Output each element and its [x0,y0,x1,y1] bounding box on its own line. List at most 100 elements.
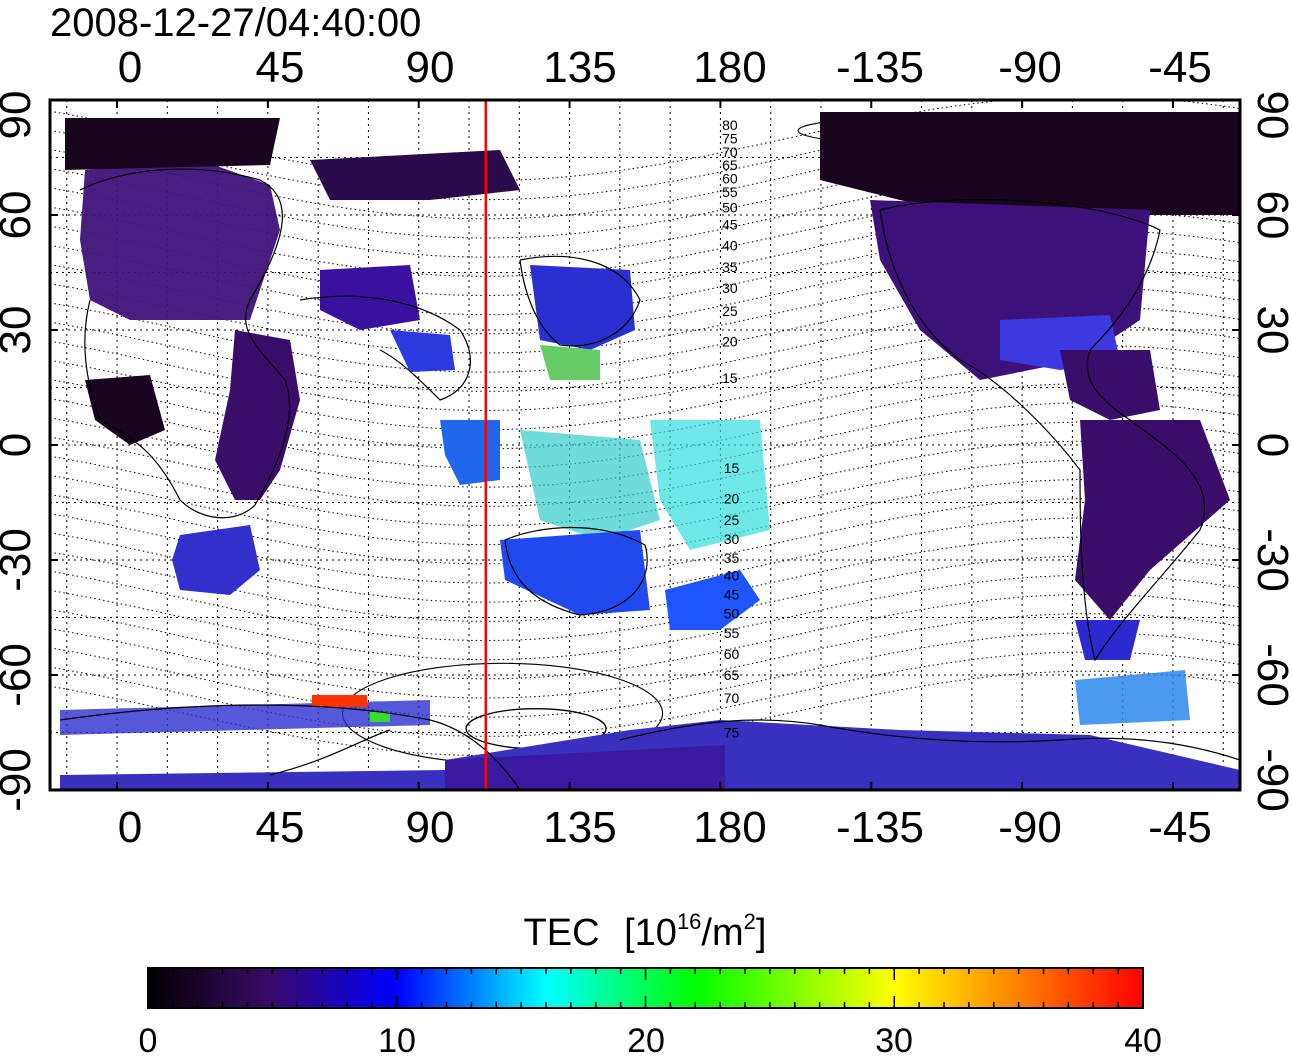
left-lat-tick: 60 [0,191,40,240]
colorbar-tick: 0 [139,1022,158,1057]
tec-patch-south-asia [390,330,455,372]
colorbar-unit-suffix: ] [756,912,767,954]
tec-patch-drake-passage [1075,670,1190,725]
mlat-label-north: 45 [722,217,738,233]
mlat-label-south: 25 [724,512,740,528]
right-lat-tick: -30 [1248,528,1292,592]
left-lat-tick: -60 [0,643,40,707]
tec-hotspot-green [370,712,390,722]
axis-tick-marks [50,99,1240,791]
top-lon-tick: 180 [693,43,766,92]
tec-patch-new-zealand [665,570,760,630]
mlat-contour [50,268,1240,354]
top-lon-tick: -135 [836,43,924,92]
bottom-lon-tick: -90 [998,803,1062,852]
mlat-label-north: 80 [722,117,738,133]
tec-patch-pacific [650,420,770,550]
colorbar-tick: 10 [378,1022,416,1057]
mlat-label-south: 20 [724,491,740,507]
left-lat-tick: 30 [0,306,40,355]
right-lat-tick: -60 [1248,643,1292,707]
magnetic-latitude-labels: 8075706560555045403530252015152025303540… [722,117,739,741]
bottom-lon-tick: -135 [836,803,924,852]
top-lon-tick: 135 [543,43,616,92]
bottom-lon-tick: -45 [1148,803,1212,852]
tec-patch-patagonia [1075,620,1140,660]
mlat-label-south: 15 [724,460,740,476]
bottom-lon-tick: 45 [256,803,305,852]
mlat-label-south: 55 [724,625,740,641]
tec-data-patches [60,112,1240,790]
mlat-contour [50,555,1240,642]
bottom-longitude-axis: 0 45 90 135 180 -135 -90 -45 [118,803,1212,852]
left-lat-tick: -30 [0,528,40,592]
colorbar-tick: 20 [627,1022,665,1057]
tec-patch-south-africa [172,525,260,595]
mlat-label-south: 40 [724,567,740,583]
mlat-contour [50,632,1240,718]
mlat-label-north: 35 [722,259,738,275]
mlat-label-south: 70 [724,690,740,706]
tec-patch-east-asia [530,265,635,350]
right-lat-tick: 60 [1248,191,1292,240]
mlat-label-north: 60 [722,171,738,187]
colorbar-tick: 40 [1124,1022,1162,1057]
right-lat-tick: 90 [1248,91,1292,140]
colorbar-title: TEC [1016/m2] [524,909,767,954]
colorbar-unit-exp1: 16 [677,909,701,934]
mlat-contour [50,536,1240,622]
mlat-label-north: 25 [722,303,738,319]
top-lon-tick: -90 [998,43,1062,92]
mlat-label-south: 35 [724,550,740,566]
top-lon-tick: -45 [1148,43,1212,92]
bottom-lon-tick: 180 [693,803,766,852]
mlat-contour [50,459,1240,546]
mlat-label-north: 55 [722,184,738,200]
mlat-label-north: 70 [722,144,738,160]
colorbar-minor-ticks [147,968,1144,1008]
mlat-contour [50,613,1240,699]
mlat-label-north: 75 [722,130,738,146]
tec-patch-north-polar-am [820,112,1240,215]
tec-patch-east-asia-cyan [540,345,600,380]
mlat-label-south: 75 [724,725,740,741]
tec-patch-antarctica-dark [445,745,725,790]
mlat-contour [50,574,1240,661]
left-latitude-axis: 90 60 30 0 -30 -60 -90 [0,91,40,812]
left-lat-tick: -90 [0,748,40,812]
top-lon-tick: 0 [118,43,142,92]
top-longitude-axis: 0 45 90 135 180 -135 -90 -45 [118,43,1212,92]
tec-patch-southern-ocean [60,700,430,735]
left-lat-tick: 90 [0,91,40,140]
top-lon-tick: 45 [256,43,305,92]
mlat-contour [50,114,1240,201]
mlat-label-north: 30 [722,280,738,296]
colorbar-unit-prefix: [10 [624,912,677,954]
tec-patch-europe [80,160,280,320]
mlat-label-south: 30 [724,531,740,547]
tec-patch-central-america [1060,350,1160,420]
mlat-label-north: 20 [722,334,738,350]
colorbar-unit-exp2: 2 [744,909,756,934]
mlat-label-south: 45 [724,587,740,603]
tec-hotspot [312,695,367,707]
right-lat-tick: 0 [1248,433,1292,457]
right-lat-tick: 30 [1248,306,1292,355]
coastlines [59,168,1240,790]
mlat-contour [50,593,1240,680]
tec-patch-north-asia [310,150,520,200]
top-lon-tick: 90 [406,43,455,92]
mlat-label-north: 50 [722,199,738,215]
tec-patch-australia [500,530,650,615]
mlat-label-north: 40 [722,238,738,254]
tec-patch-south-america [1075,420,1230,620]
colorbar-unit-mid: /m [701,912,743,954]
bottom-lon-tick: 135 [543,803,616,852]
mlat-label-south: 60 [724,646,740,662]
tec-patch-sea-green [520,430,660,540]
mlat-label-south: 50 [724,606,740,622]
mlat-label-north: 65 [722,157,738,173]
left-lat-tick: 0 [0,433,40,457]
tec-patch-north-polar-eu [65,118,280,170]
colorbar-quantity: TEC [524,912,600,954]
